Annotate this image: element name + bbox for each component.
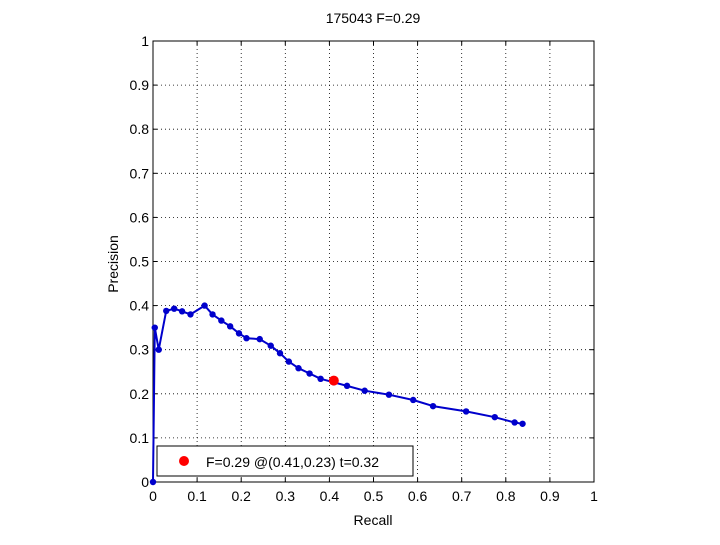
data-point (256, 335, 263, 343)
y-tick-label: 0.9 (130, 77, 150, 93)
y-tick-label: 0.2 (130, 386, 150, 402)
data-point (462, 408, 470, 415)
y-tick-label: 0.8 (130, 121, 150, 137)
grid (153, 41, 594, 482)
x-tick-label: 0.4 (320, 488, 340, 504)
x-tick-label: 0.3 (276, 488, 296, 504)
data-point (267, 342, 274, 349)
data-point (429, 402, 437, 410)
data-point (149, 478, 157, 486)
x-tick-label: 0.6 (408, 488, 428, 504)
y-tick-label: 0 (141, 474, 149, 490)
x-tick-label: 0.5 (364, 488, 384, 504)
x-tick-label: 1 (590, 488, 598, 504)
x-tick-label: 0 (149, 488, 157, 504)
data-point (226, 323, 234, 330)
series-layer (149, 302, 526, 486)
legend-marker (179, 456, 189, 466)
y-tick-label: 0.7 (130, 165, 150, 181)
data-point (187, 311, 194, 318)
x-tick-label: 0.7 (452, 488, 472, 504)
x-tick-label: 0.9 (540, 488, 560, 504)
chart-title: 175043 F=0.29 (326, 10, 421, 26)
legend-box (156, 445, 414, 477)
data-point (317, 375, 324, 383)
legend-label: F=0.29 @(0.41,0.23) t=0.32 (206, 454, 379, 470)
data-point (306, 370, 313, 377)
data-point (361, 387, 368, 394)
x-tick-label: 0.2 (231, 488, 251, 504)
y-axis-label: Precision (105, 235, 121, 293)
data-point (276, 350, 284, 357)
data-point (511, 419, 518, 426)
legend: F=0.29 @(0.41,0.23) t=0.32 (156, 445, 414, 477)
y-axis: 0 0.1 0.2 0.3 0.4 0.5 0.6 0.7 0.8 0.9 1 (130, 33, 594, 490)
y-tick-label: 0.6 (130, 209, 150, 225)
data-point (285, 358, 293, 365)
data-point (519, 420, 526, 427)
data-point (209, 311, 216, 318)
data-point (163, 307, 170, 315)
data-point (235, 330, 243, 337)
y-tick-label: 0.4 (130, 298, 150, 314)
y-tick-label: 0.1 (130, 430, 150, 446)
data-point (295, 365, 302, 372)
best-f-point (328, 375, 339, 386)
data-point (409, 396, 417, 404)
data-point (343, 382, 351, 390)
data-point (151, 324, 158, 331)
data-point (155, 346, 162, 353)
x-axis-label: Recall (354, 512, 393, 528)
data-point (201, 302, 208, 309)
data-point (385, 391, 393, 398)
data-point (170, 305, 178, 312)
data-point (178, 308, 186, 315)
y-tick-label: 0.5 (130, 254, 150, 270)
y-tick-label: 1 (141, 33, 149, 49)
x-axis: 0 0.1 0.2 0.3 0.4 0.5 0.6 0.7 0.8 0.9 1 (149, 41, 598, 504)
y-tick-label: 0.3 (130, 342, 150, 358)
data-point (243, 335, 250, 342)
x-tick-label: 0.1 (187, 488, 207, 504)
data-point (491, 413, 498, 421)
data-point (218, 317, 225, 324)
x-tick-label: 0.8 (496, 488, 516, 504)
